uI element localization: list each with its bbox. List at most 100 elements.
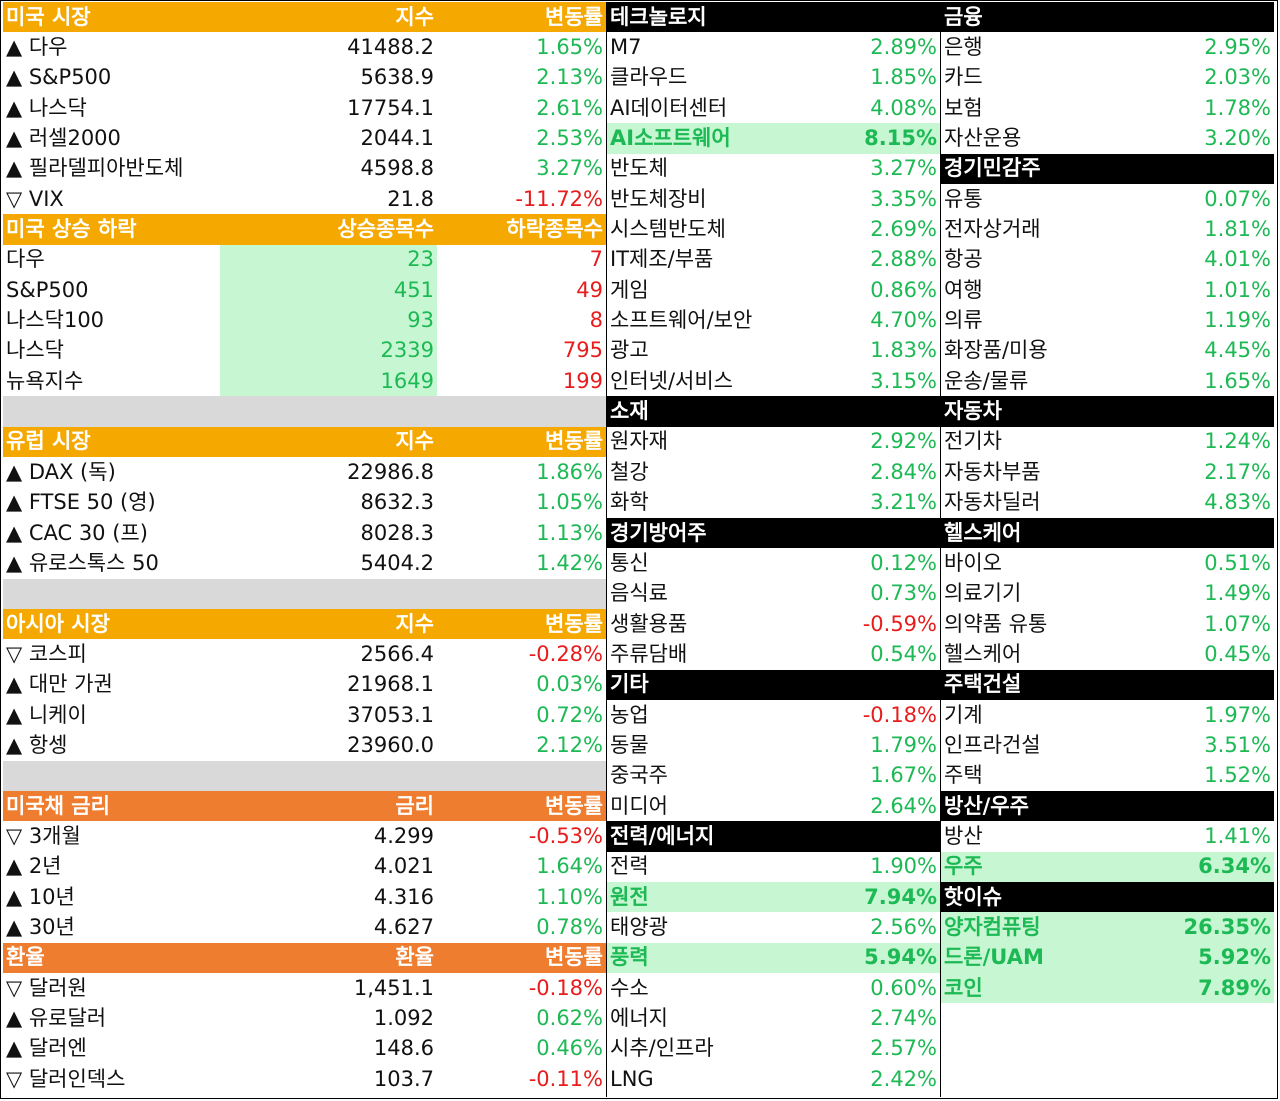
- change-percent: 0.72%: [536, 702, 603, 727]
- sector-row: M7 2.89%: [607, 32, 940, 62]
- sector-title: 금융: [944, 4, 983, 29]
- sector-header: 소재: [607, 396, 940, 427]
- advance-decline-row: 뉴욕지수 1649 199: [3, 366, 606, 397]
- sector-name: 동물: [610, 732, 649, 757]
- change-percent: 0.45%: [1204, 641, 1271, 666]
- market-row: ▲ FTSE 50 (영) 8632.3 1.05%: [3, 488, 606, 518]
- sector-header: 전력/에너지: [607, 821, 940, 852]
- sector-row: 광고 1.83%: [607, 336, 940, 366]
- sector-name: 소프트웨어/보안: [610, 308, 753, 333]
- index-name: 뉴욕지수: [6, 368, 84, 393]
- change-percent: 2.42%: [870, 1066, 937, 1091]
- sector-name: IT제조/부품: [610, 247, 714, 272]
- sector-name: 게임: [610, 277, 649, 302]
- sector-header: 방산/우주: [941, 790, 1274, 822]
- change-percent: 5.92%: [1198, 945, 1271, 970]
- change-percent: 2.61%: [536, 95, 603, 120]
- sector-name: 미디어: [610, 793, 668, 818]
- market-value: 17754.1: [347, 95, 434, 120]
- market-name: ▲ 러셀2000: [6, 126, 121, 151]
- market-value: 1.092: [373, 1006, 434, 1031]
- sector-row: 풍력 5.94%: [607, 942, 940, 973]
- advance-decline-row: 다우 23 7: [3, 244, 606, 276]
- sector-row: 주류담배 0.54%: [607, 639, 940, 669]
- section-header: 미국채 금리 금리 변동률: [3, 790, 606, 822]
- market-value: 2044.1: [360, 126, 434, 151]
- sector-title: 주택건설: [944, 672, 1022, 697]
- change-percent: 1.07%: [1204, 611, 1271, 636]
- sector-row: 전력 1.90%: [607, 852, 940, 882]
- market-row: ▲ 필라델피아반도체 4598.8 3.27%: [3, 154, 606, 184]
- sector-name: 인터넷/서비스: [610, 368, 733, 393]
- sector-row: 자동차딜러 4.83%: [941, 488, 1274, 518]
- market-value: 4.316: [373, 884, 434, 909]
- change-percent: 2.89%: [870, 35, 937, 60]
- change-percent: 1.13%: [536, 520, 603, 545]
- change-percent: -0.18%: [862, 702, 937, 727]
- change-percent: 2.74%: [870, 1006, 937, 1031]
- market-value: 5404.2: [360, 550, 434, 575]
- sector-header: 자동차: [941, 396, 1274, 427]
- sector-name: 운송/물류: [944, 368, 1029, 393]
- header-column-label: 변동률: [545, 611, 603, 636]
- market-name: ▲ 유로달러: [6, 1006, 107, 1031]
- sector-name: 자산운용: [944, 126, 1022, 151]
- change-percent: 1.65%: [536, 35, 603, 60]
- sector-name: 풍력: [610, 945, 649, 970]
- change-percent: 0.78%: [536, 914, 603, 939]
- market-row: ▽ VIX 21.8 -11.72%: [3, 184, 606, 214]
- market-value: 4.299: [373, 823, 434, 848]
- sector-name: 수소: [610, 975, 649, 1000]
- market-name: ▲ 10년: [6, 884, 75, 909]
- sector-row: 태양광 2.56%: [607, 912, 940, 942]
- market-row: ▲ 달러엔 148.6 0.46%: [3, 1034, 606, 1064]
- change-percent: 2.88%: [870, 247, 937, 272]
- change-percent: 1.42%: [536, 550, 603, 575]
- change-percent: 1.64%: [536, 854, 603, 879]
- sector-row: 수소 0.60%: [607, 973, 940, 1003]
- change-percent: 1.01%: [1204, 277, 1271, 302]
- sector-row: AI데이터센터 4.08%: [607, 93, 940, 123]
- sector-name: 전기차: [944, 429, 1002, 454]
- market-name: ▲ 항셍: [6, 732, 68, 757]
- sector-column-2: 금융 은행 2.95% 카드 2.03% 보험 1.78% 자산운용 3.20% 경기민감주 유통 0…: [941, 2, 1274, 1004]
- header-title: 미국 상승 하락: [6, 217, 137, 242]
- change-percent: 1.83%: [870, 338, 937, 363]
- market-name: ▲ CAC 30 (프): [6, 520, 148, 545]
- market-name: ▽ 달러인덱스: [6, 1066, 126, 1091]
- sector-row: 의료기기 1.49%: [941, 579, 1274, 609]
- sector-row: 중국주 1.67%: [607, 761, 940, 791]
- market-name: ▲ 유로스톡스 50: [6, 550, 159, 575]
- change-percent: 0.60%: [870, 975, 937, 1000]
- sector-name: M7: [610, 35, 642, 60]
- sector-row: 카드 2.03%: [941, 63, 1274, 93]
- sector-header: 경기민감주: [941, 153, 1274, 185]
- section-header: 환율 환율 변동률: [3, 942, 606, 973]
- change-percent: 1.49%: [1204, 581, 1271, 606]
- sector-row: 철강 2.84%: [607, 457, 940, 487]
- change-percent: 8.15%: [864, 126, 937, 151]
- advance-decline-row: S&P500 451 49: [3, 275, 606, 306]
- sector-name: 항공: [944, 247, 983, 272]
- section-header: 아시아 시장 지수 변동률: [3, 608, 606, 640]
- sector-column-1: 테크놀로지 M7 2.89% 클라우드 1.85% AI데이터센터 4.08% AI소프트웨어…: [607, 2, 940, 1094]
- sector-row: 유통 0.07%: [941, 184, 1274, 214]
- sector-name: 클라우드: [610, 65, 688, 90]
- advancers-count: 23: [220, 244, 437, 276]
- change-percent: 2.84%: [870, 459, 937, 484]
- sector-name: 광고: [610, 338, 649, 363]
- change-percent: 2.69%: [870, 217, 937, 242]
- market-value: 21968.1: [347, 672, 434, 697]
- market-value: 41488.2: [347, 35, 434, 60]
- sector-name: 음식료: [610, 581, 668, 606]
- change-percent: 4.08%: [870, 95, 937, 120]
- sector-row: 헬스케어 0.45%: [941, 639, 1274, 669]
- change-percent: 1.78%: [1204, 95, 1271, 120]
- index-name: 다우: [6, 247, 45, 272]
- change-percent: 4.45%: [1204, 338, 1271, 363]
- change-percent: 1.41%: [1204, 823, 1271, 848]
- sector-name: 의약품 유통: [944, 611, 1048, 636]
- change-percent: 2.53%: [536, 126, 603, 151]
- change-percent: 0.86%: [870, 277, 937, 302]
- change-percent: 3.27%: [870, 156, 937, 181]
